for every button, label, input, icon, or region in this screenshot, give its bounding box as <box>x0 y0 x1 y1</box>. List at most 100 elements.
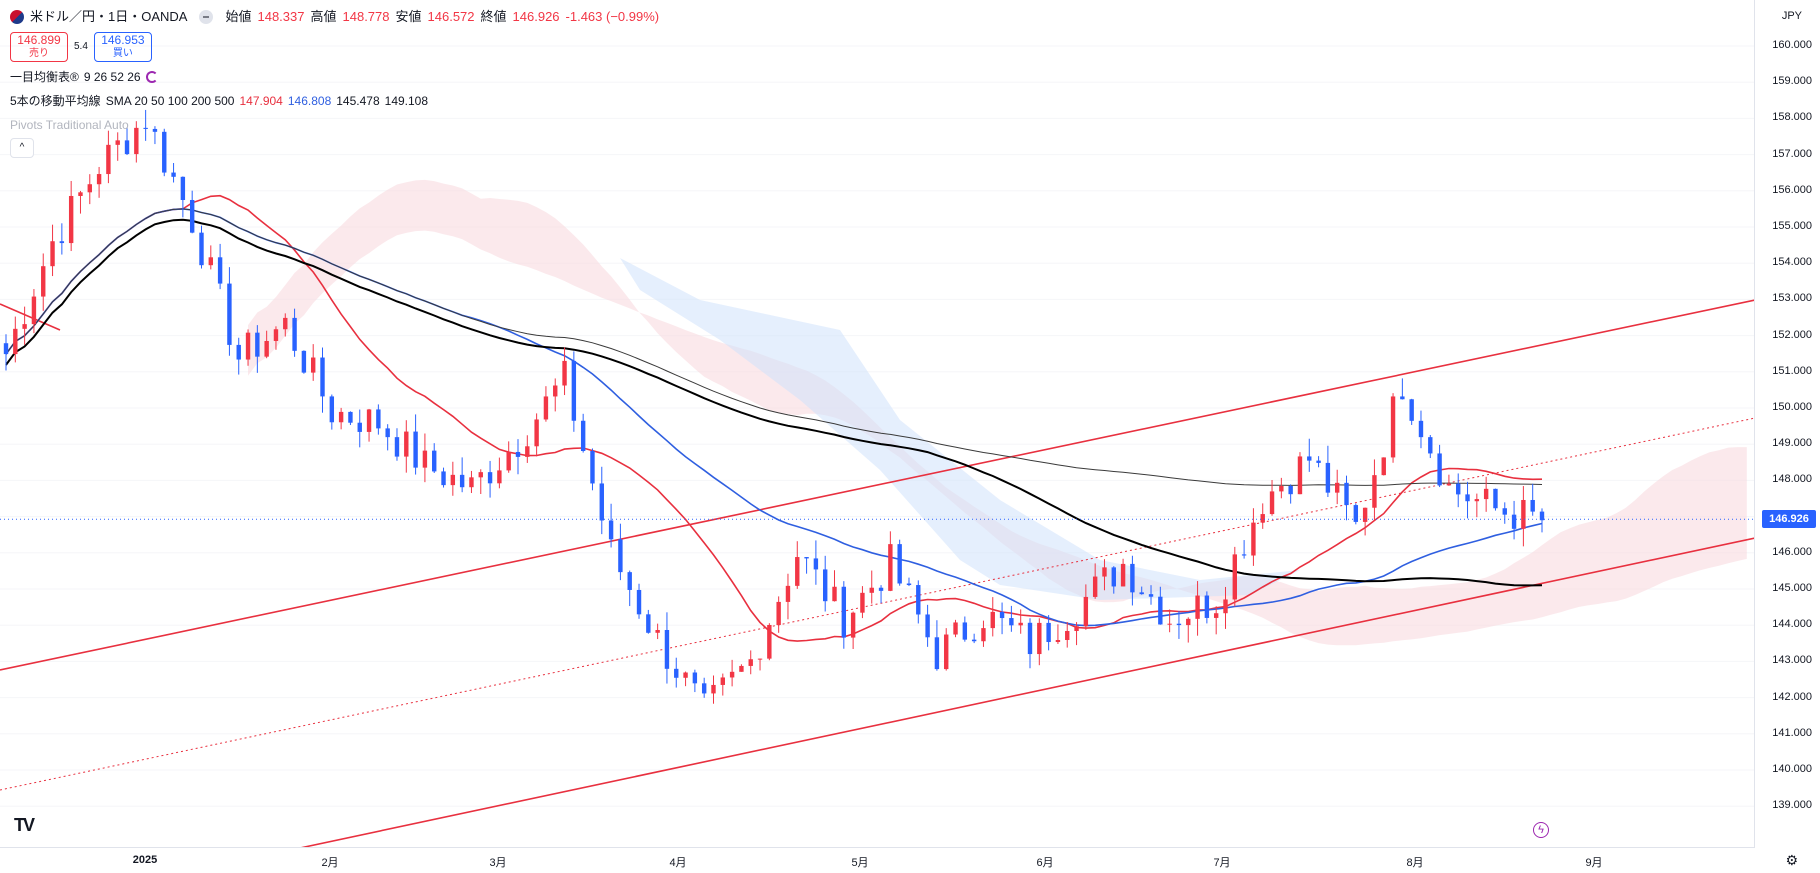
candle <box>1409 398 1414 425</box>
sma-20-line <box>5 194 1543 642</box>
ichimoku-cloud <box>248 179 1747 646</box>
candle <box>990 597 995 637</box>
candle <box>636 583 642 619</box>
candle <box>171 163 176 183</box>
candle <box>1241 540 1247 559</box>
buy-button[interactable]: 146.953 買い <box>93 32 152 62</box>
candle <box>497 457 502 489</box>
symbol-row: 米ドル／円・1日・OANDA 始値 148.337 高値 148.778 安値 146… <box>10 8 659 26</box>
candle <box>376 404 381 435</box>
collapse-symbol-icon[interactable] <box>199 10 214 24</box>
ma-label: 5本の移動平均線 <box>10 94 101 108</box>
candle <box>832 570 837 602</box>
candle <box>1390 393 1396 463</box>
price-tick: 158.000 <box>1772 111 1812 124</box>
candle <box>68 180 74 252</box>
candle <box>320 347 325 413</box>
candle <box>767 623 772 661</box>
candle <box>311 344 316 381</box>
currency-selector[interactable]: JPY <box>1781 10 1802 22</box>
cloud-area <box>248 179 1747 646</box>
candle <box>1483 476 1489 512</box>
candle <box>115 132 120 161</box>
price-tick: 150.000 <box>1772 401 1812 413</box>
candle <box>1120 558 1126 587</box>
channel-early-line <box>0 303 61 331</box>
candle <box>1400 378 1405 400</box>
candle <box>897 539 902 586</box>
sma-100-line <box>5 218 1543 587</box>
candle <box>1065 622 1070 648</box>
candle <box>748 650 753 675</box>
candle <box>134 121 139 163</box>
bolt-icon[interactable]: ϟ <box>1533 822 1549 838</box>
time-tick: 2025 <box>132 854 158 866</box>
candle <box>1381 457 1386 476</box>
quote-boxes: 146.899 売り 5.4 146.953 買い <box>10 32 659 62</box>
candle <box>590 448 595 491</box>
price-tick: 140.000 <box>1772 763 1812 775</box>
candle <box>1139 586 1144 595</box>
candle <box>1539 508 1545 533</box>
sell-button[interactable]: 146.899 売り <box>10 32 68 62</box>
chart-canvas[interactable] <box>0 0 1755 848</box>
candle <box>1204 591 1210 624</box>
ma-value-20: 147.904 <box>239 94 283 108</box>
settings-gear-icon[interactable]: ⚙ <box>1785 852 1798 868</box>
candle <box>580 413 586 453</box>
candle <box>739 664 744 672</box>
candle <box>41 253 46 311</box>
candle <box>1018 609 1023 634</box>
candle <box>422 433 428 483</box>
candle <box>971 633 977 644</box>
candle <box>1269 479 1275 516</box>
price-tick: 160.000 <box>1772 39 1812 51</box>
candle <box>1046 615 1051 651</box>
symbol-title[interactable]: 米ドル／円・1日・OANDA <box>30 9 188 24</box>
tradingview-logo[interactable]: TV <box>14 815 35 835</box>
candle <box>701 677 707 698</box>
candle <box>366 408 372 442</box>
candle <box>553 378 558 412</box>
ma-legend[interactable]: 5本の移動平均線 SMA 20 50 100 200 500 147.904 1… <box>10 92 659 110</box>
price-tick: 142.000 <box>1772 690 1812 703</box>
price-tick: 155.000 <box>1772 220 1812 232</box>
candle <box>1148 585 1154 605</box>
price-axis[interactable]: JPY 160.000 159.000 158.000 157.000 156.000 1… <box>1754 0 1820 873</box>
candle <box>981 620 986 647</box>
candle <box>1428 434 1433 459</box>
candle <box>50 224 55 277</box>
candle <box>1344 475 1349 521</box>
price-tick: 159.000 <box>1772 75 1812 88</box>
sell-price: 146.899 <box>17 33 61 47</box>
high-value: 148.778 <box>342 9 390 24</box>
candle <box>664 612 670 684</box>
candle <box>124 127 130 156</box>
moving-averages <box>5 194 1543 642</box>
time-tick: 4月 <box>669 857 687 869</box>
candle <box>729 659 735 687</box>
candle <box>1195 581 1200 636</box>
low-value: 146.572 <box>427 9 475 24</box>
candle <box>841 581 847 649</box>
pivots-legend[interactable]: Pivots Traditional Auto <box>10 118 129 132</box>
high-label: 高値 <box>310 9 337 24</box>
candle <box>1158 586 1163 625</box>
candle <box>227 267 232 356</box>
candle <box>1074 622 1079 646</box>
candle <box>711 675 716 704</box>
candle <box>3 334 9 371</box>
candle <box>357 409 362 448</box>
chart-grid <box>0 45 1755 807</box>
candle <box>208 245 213 270</box>
price-tick: 154.000 <box>1772 256 1812 269</box>
collapse-legend-button[interactable]: ^ <box>10 138 34 158</box>
candle <box>962 616 968 642</box>
candle <box>264 330 269 359</box>
time-axis[interactable]: 2025 2月 3月 4月 5月 6月 7月 8月 9月 <box>0 847 1755 873</box>
reload-icon[interactable] <box>145 71 158 83</box>
ichimoku-legend[interactable]: 一目均衡表® 9 26 52 26 <box>10 68 659 86</box>
candle <box>1130 555 1135 606</box>
time-tick: 6月 <box>1036 857 1054 869</box>
candle <box>1474 493 1480 518</box>
